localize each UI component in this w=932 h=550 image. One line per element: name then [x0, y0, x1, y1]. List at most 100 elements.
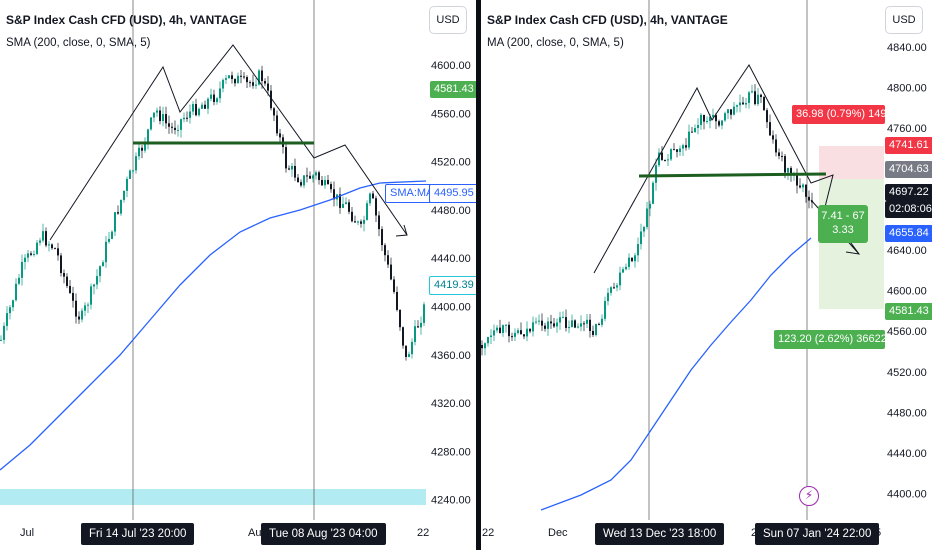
candle-body	[84, 305, 86, 311]
chart-title: S&P Index Cash CFD (USD), 4h, VANTAGE	[487, 13, 728, 27]
candle-body	[736, 105, 738, 107]
candle-body	[649, 203, 651, 209]
candle-body	[138, 147, 140, 157]
candle-body	[787, 167, 789, 173]
candle-body	[258, 70, 260, 85]
candle-body	[246, 77, 248, 83]
candle-body	[366, 203, 368, 220]
candle-body	[24, 257, 26, 262]
candle-body	[742, 102, 744, 105]
price-tick-label: 4600.00	[431, 60, 471, 72]
candle-body	[90, 286, 92, 305]
candle-body	[628, 257, 630, 267]
candle-body	[144, 142, 146, 151]
candle-body	[805, 184, 807, 197]
candle-body	[288, 168, 290, 170]
candle-body	[670, 149, 672, 160]
candle-body	[607, 292, 609, 302]
candle-body	[306, 175, 308, 177]
right-price-chart[interactable]: 4840.004800.004760.004720.004680.004640.…	[481, 0, 932, 550]
candle-body	[237, 75, 239, 84]
currency-button[interactable]: USD	[885, 6, 923, 34]
candle-body	[360, 221, 362, 224]
candle-body	[544, 325, 546, 329]
candle-body	[667, 159, 669, 161]
candle-body	[414, 326, 416, 342]
candle-body	[637, 244, 639, 256]
candle-body	[3, 325, 5, 340]
candle-body	[162, 114, 164, 122]
price-tick-label: 4480.00	[887, 407, 927, 419]
candle-body	[273, 108, 275, 116]
candle-body	[724, 113, 726, 121]
candle-body	[264, 81, 266, 84]
candle-body	[183, 117, 185, 120]
candle-body	[72, 292, 74, 301]
candle-body	[595, 323, 597, 336]
candle-body	[766, 110, 768, 123]
candle-body	[784, 156, 786, 173]
candle-body	[496, 327, 498, 331]
candle-body	[276, 115, 278, 134]
right-chart-pane[interactable]: 4840.004800.004760.004720.004680.004640.…	[481, 0, 932, 550]
price-tag-blue: 4655.84	[885, 225, 932, 242]
candle-body	[132, 170, 134, 172]
candle-body	[748, 92, 750, 103]
candle-body	[192, 104, 194, 112]
candle-body	[312, 175, 314, 179]
left-price-chart[interactable]: 4600.00 4560.00 4520.00 4480.00 4440.00 4400.…	[0, 0, 476, 550]
lightning-event-icon[interactable]: ⚡	[799, 486, 819, 506]
candle-body	[42, 231, 44, 241]
price-axis[interactable]: 4840.004800.004760.004720.004680.004640.…	[887, 42, 927, 501]
candle-body	[592, 330, 594, 336]
candle-body	[706, 120, 708, 122]
candle-body	[105, 241, 107, 263]
candle-body	[300, 182, 302, 186]
candle-body	[556, 322, 558, 327]
indicator-label[interactable]: SMA (200, close, 0, SMA, 5)	[6, 37, 151, 49]
risk-reward-box[interactable]: 7.41 - 67 3.33	[818, 205, 868, 243]
candle-body	[240, 75, 242, 77]
candle-body	[760, 94, 762, 98]
candle-body	[267, 83, 269, 91]
candle-body	[481, 345, 483, 349]
price-tick-label: 4800.00	[887, 83, 927, 95]
candle-body	[535, 321, 537, 323]
candle-body	[658, 152, 660, 166]
candle-body	[18, 277, 20, 284]
candle-body	[390, 264, 392, 280]
candle-body	[372, 193, 374, 199]
candle-body	[252, 82, 254, 86]
sma-line	[0, 180, 427, 471]
candle-body	[381, 229, 383, 246]
price-axis[interactable]: 4600.00 4560.00 4520.00 4480.00 4440.00 4400.…	[431, 60, 471, 507]
candle-body	[141, 147, 143, 151]
candle-body	[739, 102, 741, 106]
bar-countdown: 02:08:06	[885, 201, 932, 218]
candle-body	[646, 208, 648, 228]
indicator-label[interactable]: MA (200, close, 0, SMA, 5)	[487, 37, 624, 49]
price-tick-label: 4600.00	[887, 286, 927, 298]
candle-body	[508, 324, 510, 337]
left-chart-pane[interactable]: 4600.00 4560.00 4520.00 4480.00 4440.00 4400.…	[0, 0, 476, 550]
candle-body	[30, 253, 32, 255]
candle-body	[562, 317, 564, 319]
candle-body	[499, 327, 501, 333]
crosshair-time-2: Tue 08 Aug '23 04:00	[261, 523, 386, 545]
pane-divider[interactable]	[476, 0, 481, 550]
candle-body	[745, 102, 747, 105]
candle-body	[36, 242, 38, 255]
candle-body	[583, 323, 585, 325]
candle-body	[222, 79, 224, 89]
candle-body	[69, 285, 71, 293]
candle-body	[171, 126, 173, 128]
candle-body	[87, 304, 89, 306]
candle-body	[634, 255, 636, 262]
candle-body	[643, 227, 645, 232]
chart-title: S&P Index Cash CFD (USD), 4h, VANTAGE	[6, 13, 247, 27]
candle-body	[102, 262, 104, 267]
currency-button[interactable]: USD	[429, 6, 467, 34]
candle-body	[727, 109, 729, 114]
candle-body	[111, 231, 113, 239]
candle-body	[775, 139, 777, 153]
